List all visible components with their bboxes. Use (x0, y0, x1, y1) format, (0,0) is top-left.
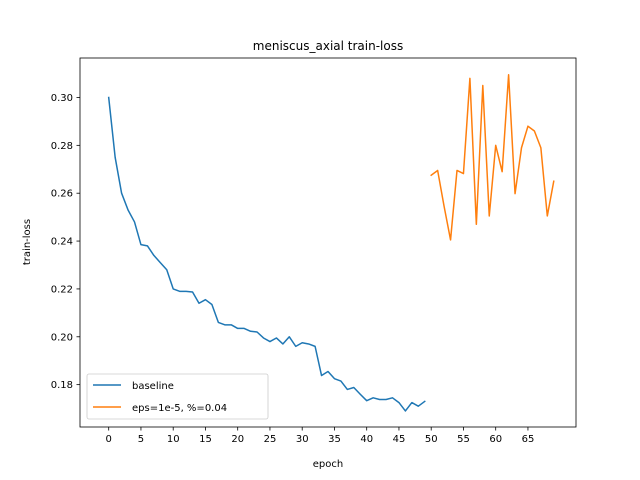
y-tick-label: 0.18 (51, 380, 73, 391)
x-tick-label: 25 (264, 434, 277, 445)
y-tick-label: 0.24 (51, 237, 73, 248)
x-tick-label: 15 (199, 434, 212, 445)
x-tick-label: 40 (360, 434, 373, 445)
y-tick-label: 0.30 (51, 93, 73, 104)
x-tick-label: 50 (425, 434, 438, 445)
x-tick-label: 20 (231, 434, 244, 445)
y-tick-label: 0.20 (51, 332, 73, 343)
x-axis-label: epoch (313, 459, 343, 470)
series-line-0 (107, 96, 426, 412)
chart-title: meniscus_axial train-loss (253, 39, 403, 53)
legend-box (86, 373, 269, 420)
legend-label-baseline: baseline (132, 381, 174, 392)
plot-frame (79, 57, 577, 428)
x-tick-label: 45 (393, 434, 406, 445)
legend-label-eps: eps=1e-5, %=0.04 (132, 403, 227, 414)
y-tick-label: 0.22 (51, 284, 73, 295)
x-tick-label: 0 (106, 434, 112, 445)
y-tick-label: 0.26 (51, 189, 73, 200)
legend: baseline eps=1e-5, %=0.04 (86, 373, 269, 420)
x-tick-label: 10 (167, 434, 180, 445)
y-tick-label: 0.28 (51, 141, 73, 152)
series-line-1 (430, 74, 555, 241)
x-tick-label: 60 (489, 434, 502, 445)
x-axis-ticks: 0 5 10 15 20 25 30 35 40 45 50 55 60 65 (106, 427, 535, 445)
y-axis-ticks: 0.18 0.20 0.22 0.24 0.26 0.28 0.30 (51, 93, 80, 391)
x-tick-label: 30 (296, 434, 309, 445)
x-tick-label: 35 (328, 434, 341, 445)
x-tick-label: 65 (522, 434, 535, 445)
series-layer (107, 74, 555, 412)
y-axis-label: train-loss (22, 219, 33, 265)
x-tick-label: 5 (138, 434, 144, 445)
x-tick-label: 55 (457, 434, 470, 445)
